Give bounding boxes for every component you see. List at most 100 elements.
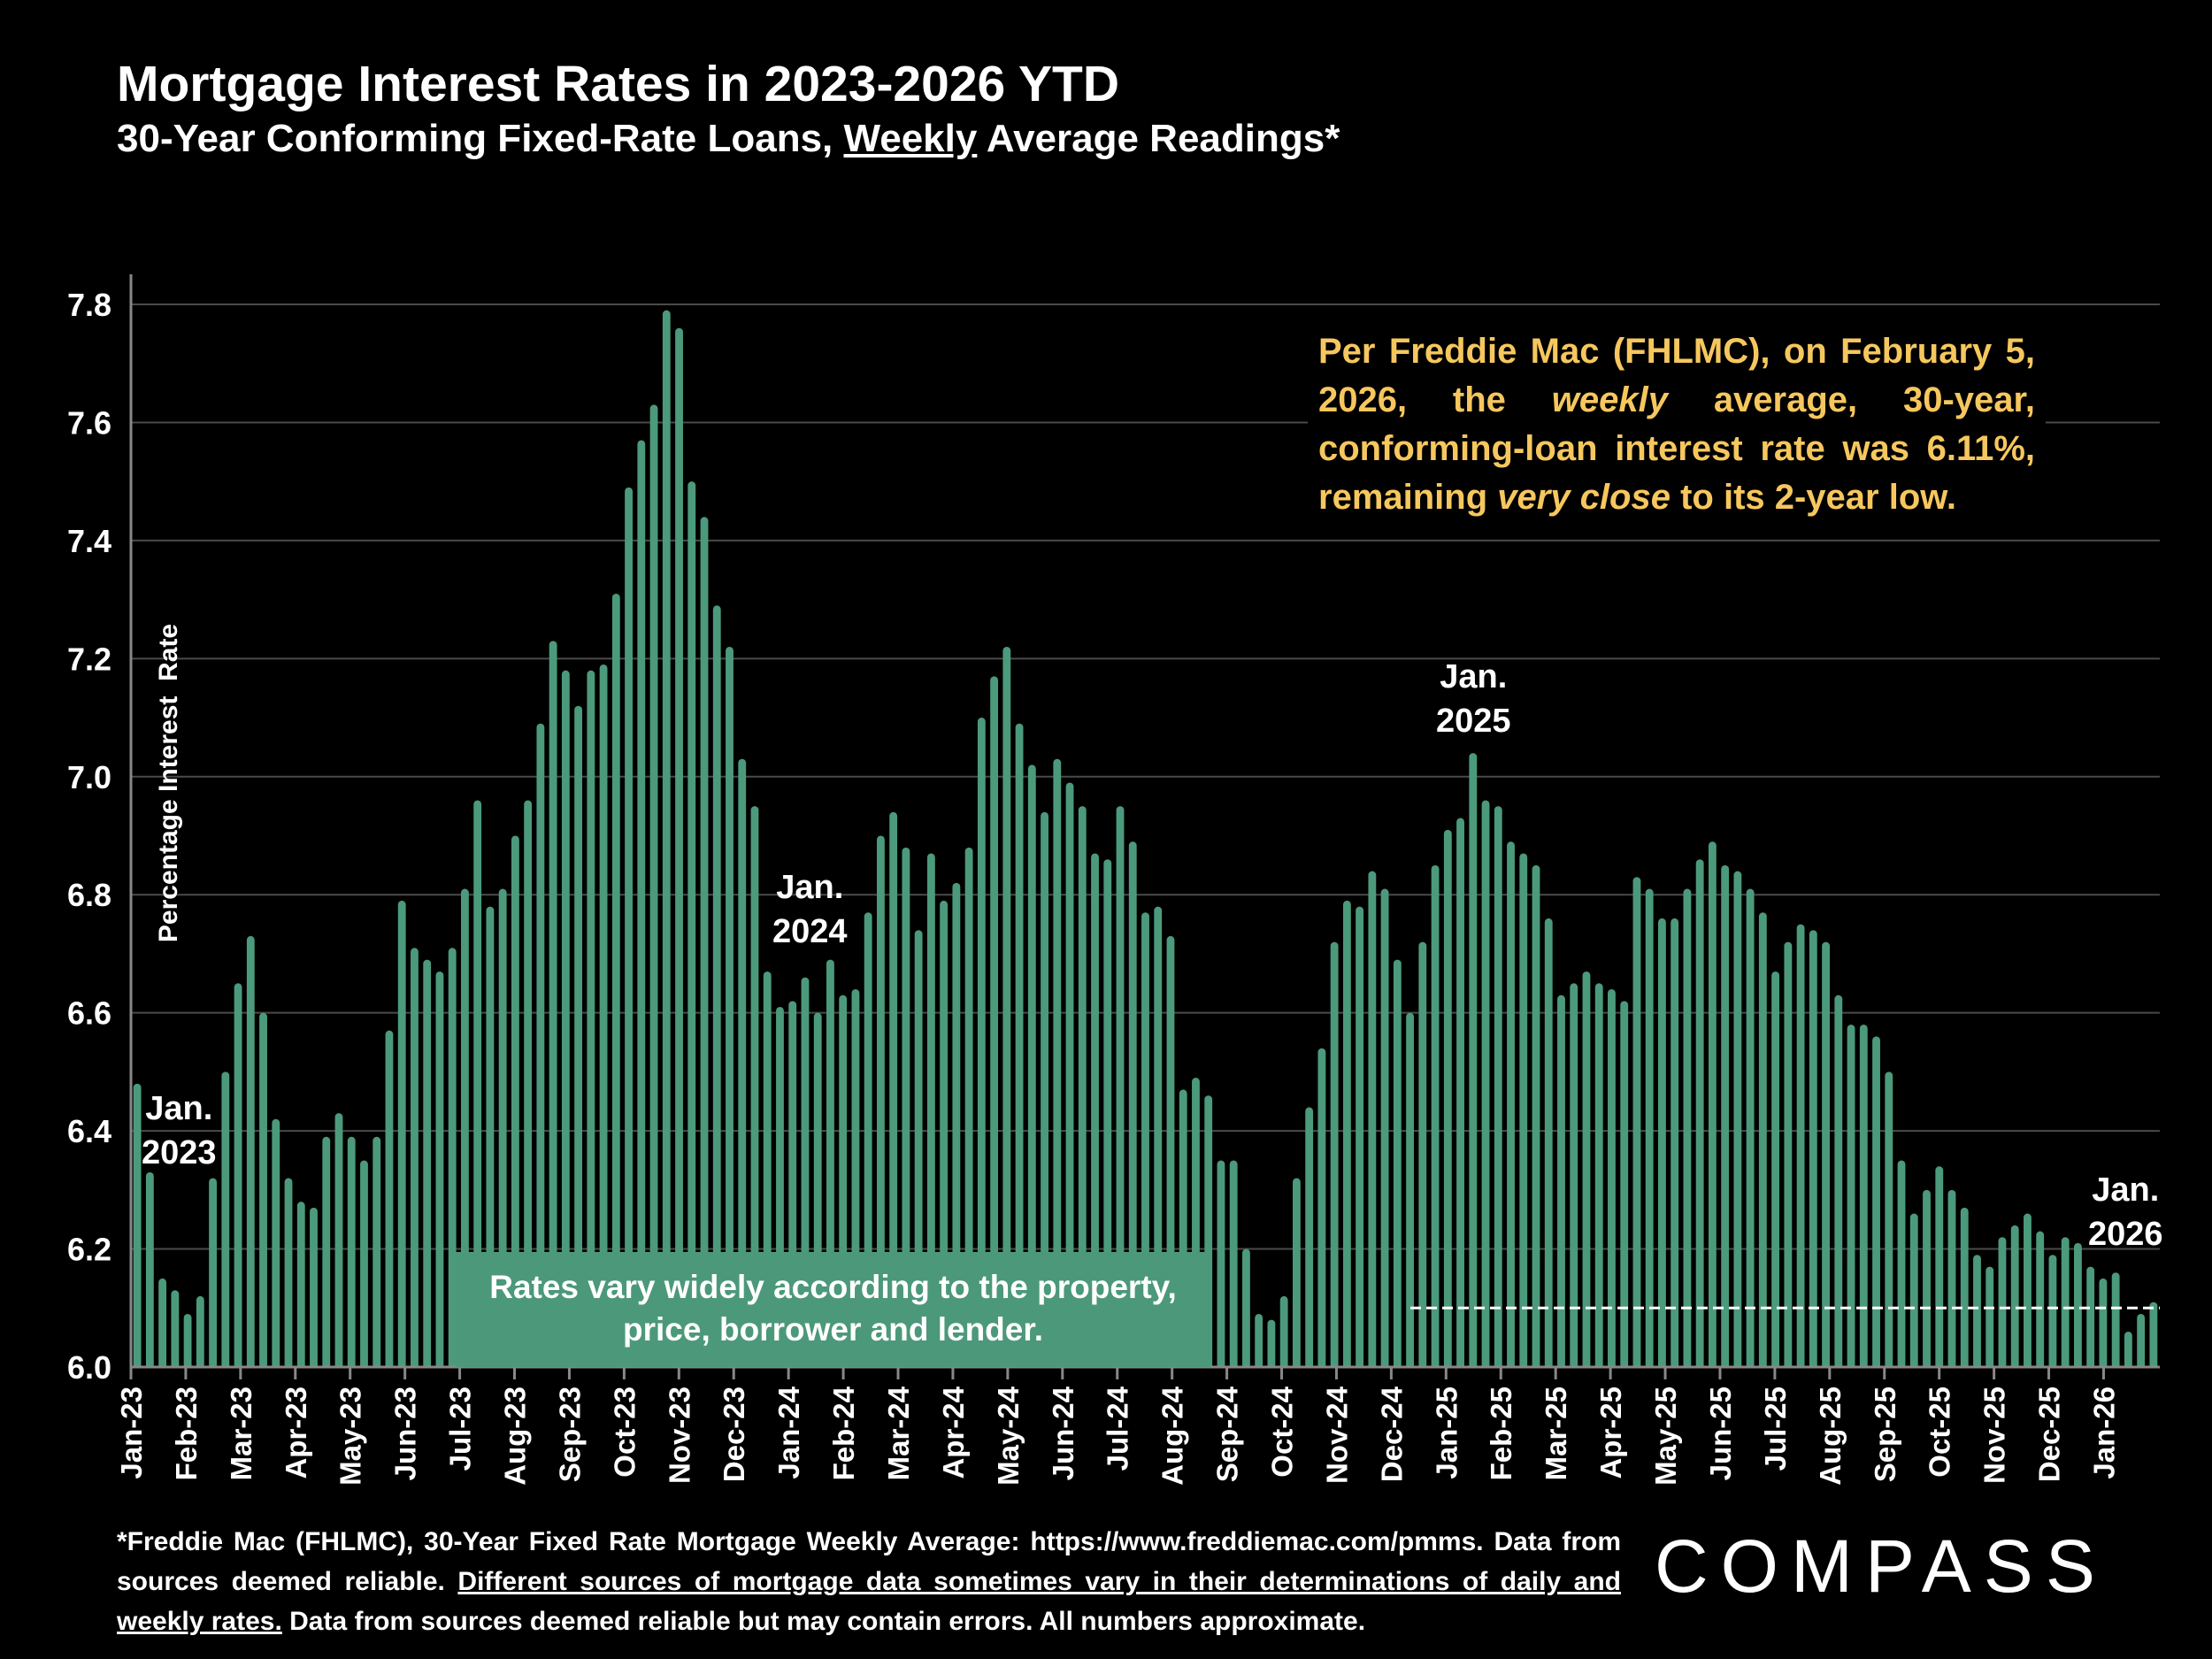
bar <box>625 487 633 1372</box>
bar <box>145 1171 154 1372</box>
bar <box>133 1083 142 1372</box>
bar <box>234 983 242 1372</box>
y-tick-label: 7.0 <box>67 759 111 795</box>
bar <box>246 935 255 1372</box>
compass-logo: COMPASS <box>1655 1525 2108 1608</box>
chart-subtitle: 30-Year Conforming Fixed-Rate Loans, Wee… <box>117 117 1340 161</box>
x-tick-label: Sep-24 <box>1211 1386 1244 1482</box>
bar <box>1557 995 1565 1372</box>
bar <box>1746 888 1755 1372</box>
note-italic: weekly <box>1551 380 1668 419</box>
bar <box>712 605 721 1372</box>
annotation-jan-2025: Jan. 2025 <box>1436 655 1511 743</box>
bar <box>1507 841 1515 1372</box>
bar <box>1885 1071 1893 1372</box>
bar <box>1330 941 1339 1372</box>
bar <box>687 481 696 1372</box>
bar <box>1658 918 1666 1372</box>
bar <box>1582 971 1591 1372</box>
rate-note: Per Freddie Mac (FHLMC), on February 5, … <box>1308 324 2046 526</box>
bar <box>1632 877 1641 1372</box>
bar <box>2149 1302 2158 1372</box>
bar <box>1859 1025 1868 1372</box>
bar <box>1053 758 1062 1372</box>
x-tick-label: May-24 <box>992 1386 1025 1486</box>
y-tick-label: 6.2 <box>67 1232 111 1268</box>
bar <box>1960 1207 1969 1372</box>
x-tick-label: May-25 <box>1649 1386 1682 1486</box>
x-tick-label: Aug-24 <box>1156 1386 1189 1485</box>
x-tick-label: Apr-24 <box>937 1386 970 1479</box>
y-tick-label: 7.2 <box>67 641 111 677</box>
bar <box>675 327 683 1372</box>
bar <box>1947 1189 1956 1372</box>
bar <box>1935 1166 1944 1372</box>
footnote-text: Data from sources deemed reliable but ma… <box>281 1607 1366 1636</box>
x-tick-label: Aug-23 <box>499 1386 532 1486</box>
bar <box>373 1136 381 1372</box>
x-tick-label: Jan-24 <box>772 1386 805 1479</box>
bar <box>183 1313 192 1372</box>
bar <box>1695 859 1704 1372</box>
bar <box>448 948 457 1372</box>
bar <box>158 1278 167 1372</box>
bar <box>1242 1248 1250 1372</box>
x-tick-label: Oct-25 <box>1924 1386 1956 1478</box>
subtitle-underlined: Weekly <box>843 117 978 160</box>
bar <box>1015 723 1024 1372</box>
bar <box>1923 1189 1931 1372</box>
annotation-jan-2023: Jan. 2023 <box>142 1087 217 1175</box>
bar <box>2074 1242 2082 1372</box>
bar <box>2111 1272 2120 1372</box>
bar <box>1431 864 1440 1372</box>
bar <box>1809 930 1817 1372</box>
bar <box>902 847 910 1372</box>
bar <box>1368 871 1377 1372</box>
bar <box>284 1178 293 1372</box>
x-tick-label: Jul-25 <box>1759 1386 1792 1471</box>
x-tick-label: Jan-23 <box>115 1386 148 1479</box>
bar <box>700 517 709 1372</box>
bar <box>1091 853 1099 1372</box>
x-tick-label: Nov-25 <box>1978 1386 2011 1484</box>
x-tick-label: Mar-23 <box>225 1386 257 1480</box>
bar <box>360 1160 368 1372</box>
x-tick-label: Jun-23 <box>389 1386 422 1480</box>
bar <box>587 670 595 1372</box>
bar <box>1002 646 1011 1372</box>
bar <box>1065 782 1074 1372</box>
note-text: to its 2-year low. <box>1670 478 1957 517</box>
x-tick-label: Sep-25 <box>1869 1386 1901 1482</box>
bar <box>1758 912 1767 1372</box>
y-tick-label: 7.6 <box>67 404 111 441</box>
bar <box>726 646 733 1372</box>
x-tick-label: May-23 <box>334 1386 367 1486</box>
axis-mask <box>129 1368 2165 1379</box>
bar <box>1342 900 1351 1372</box>
bar <box>461 888 469 1372</box>
bar <box>310 1207 318 1372</box>
bar <box>1217 1160 1225 1372</box>
x-tick-label: Nov-23 <box>663 1386 695 1484</box>
annotation-line: 2024 <box>772 913 848 950</box>
bar <box>1721 864 1730 1372</box>
x-tick-label: Feb-24 <box>827 1386 860 1480</box>
bar <box>2010 1225 2019 1372</box>
bar <box>1481 800 1490 1372</box>
bar <box>1128 841 1137 1372</box>
bar <box>411 948 419 1372</box>
bar <box>1305 1107 1314 1372</box>
bar <box>990 676 999 1372</box>
x-tick-label: Jun-24 <box>1047 1386 1079 1480</box>
bar <box>1255 1313 1263 1372</box>
bar <box>196 1295 204 1372</box>
annotation-line: 2025 <box>1436 703 1511 740</box>
footnote-text: Data from sources deemed reliable. <box>117 1527 1622 1596</box>
bar <box>2036 1231 2045 1372</box>
footnote-underlined: Different sources of mortgage data somet… <box>117 1567 1621 1636</box>
y-axis-label: Percentage Interest Rate <box>154 623 183 943</box>
bar <box>385 1030 394 1372</box>
bar <box>1733 871 1742 1372</box>
bar <box>2137 1313 2146 1372</box>
x-tick-label: Oct-23 <box>608 1386 641 1478</box>
